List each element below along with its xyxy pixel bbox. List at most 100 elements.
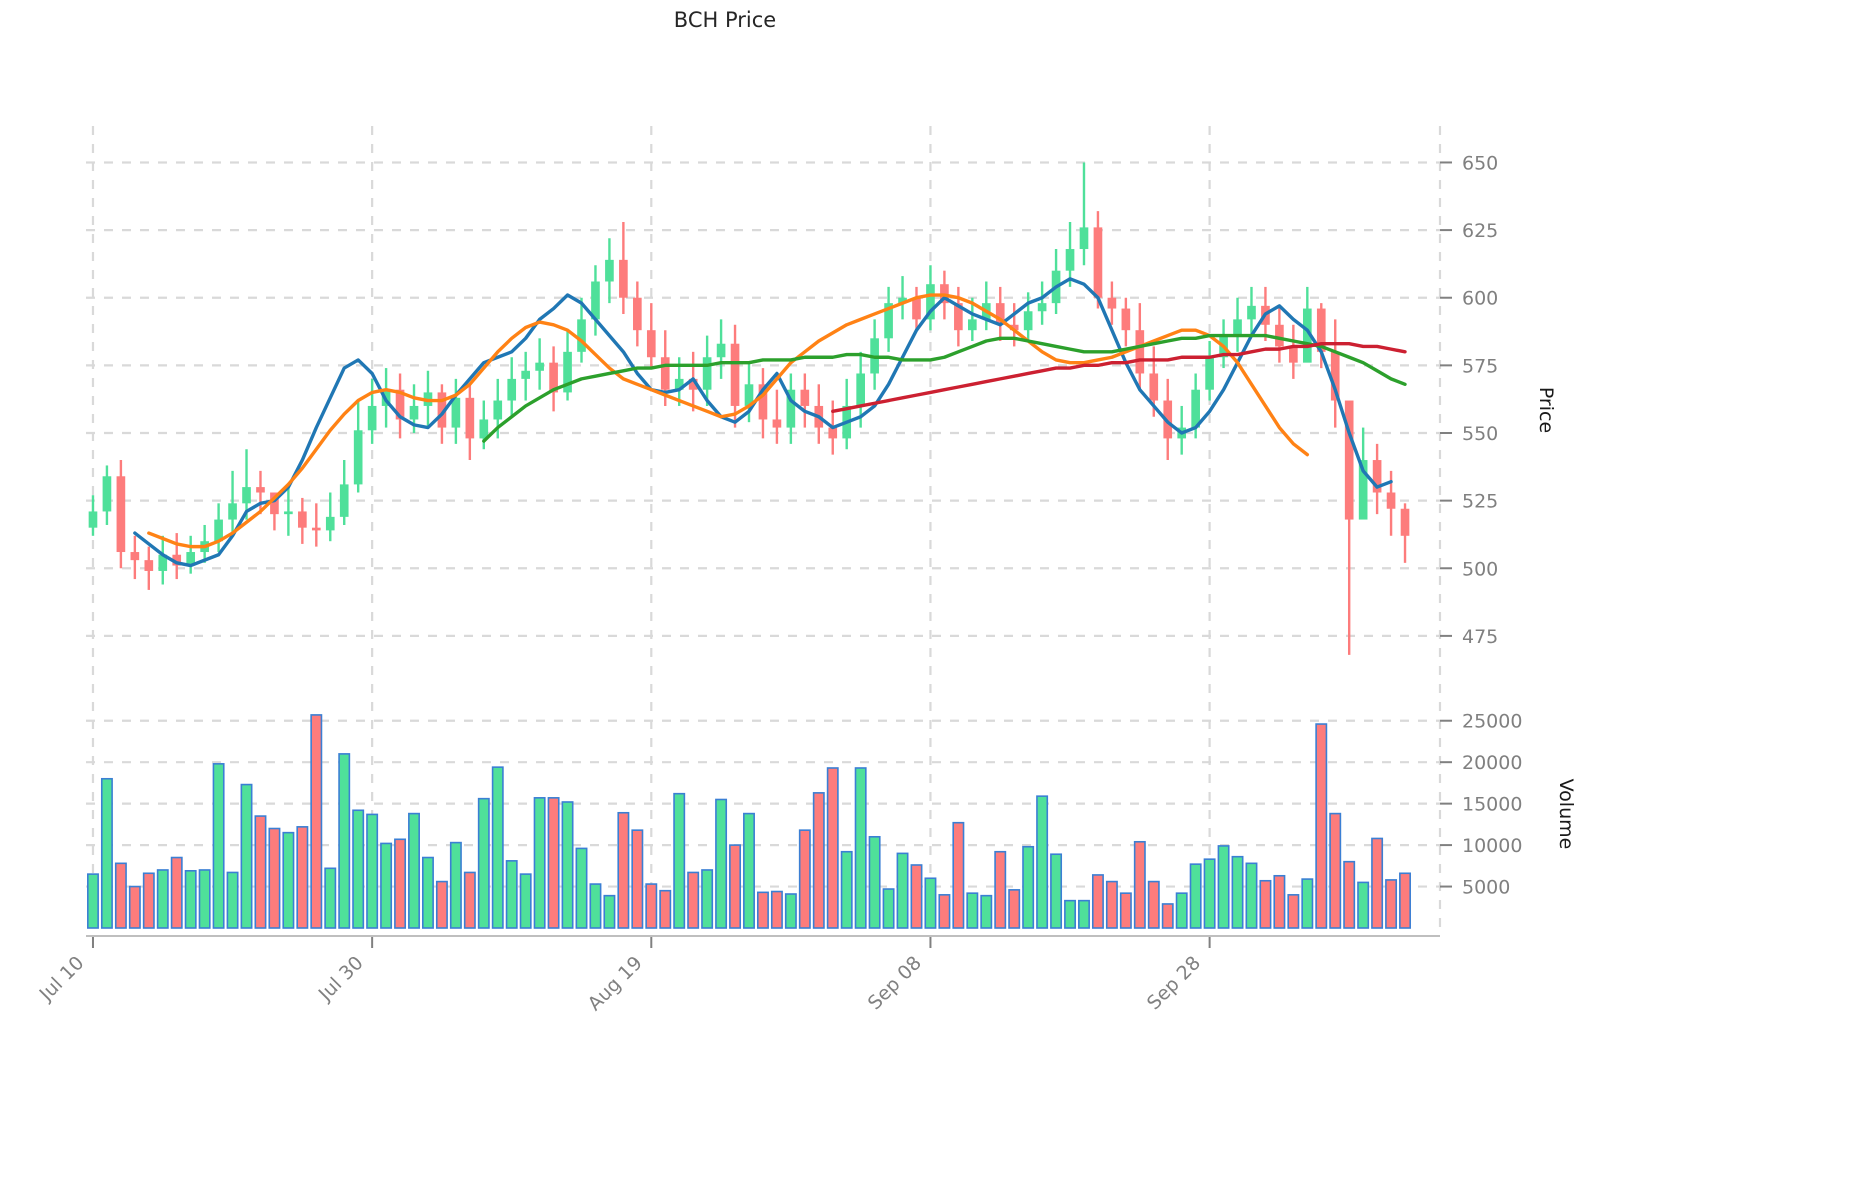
volume-bar <box>268 827 281 929</box>
volume-bar <box>1147 880 1160 929</box>
candle-body <box>1037 303 1047 312</box>
candle-body <box>1191 389 1200 428</box>
volume-bar <box>631 829 644 929</box>
candle-body <box>1135 330 1145 374</box>
candle-body <box>1247 305 1256 320</box>
price-tick-label: 600 <box>1462 288 1498 310</box>
volume-bar <box>1008 889 1021 929</box>
candle-body <box>786 389 796 428</box>
volume-bar <box>826 767 839 929</box>
volume-bar <box>1371 837 1384 929</box>
candle-body <box>1163 400 1173 439</box>
volume-bar <box>87 873 99 929</box>
candle-body <box>828 427 838 439</box>
volume-bar <box>687 871 700 929</box>
moving-average-lines <box>133 277 1407 568</box>
candle-body <box>144 560 154 571</box>
candle-body <box>995 303 1005 325</box>
candle-body <box>353 430 363 485</box>
candle-body <box>898 297 907 304</box>
candle-body <box>1205 357 1214 390</box>
volume-bar <box>240 783 253 929</box>
candle-body <box>1289 346 1298 363</box>
volume-bar <box>924 877 937 929</box>
candle-body <box>1065 249 1075 271</box>
volume-bar <box>114 862 127 929</box>
volume-bar <box>645 883 658 929</box>
candle-body <box>158 554 168 571</box>
volume-bar <box>338 753 351 929</box>
volume-bar <box>100 777 113 929</box>
volume-bar <box>1231 855 1244 929</box>
x-tick-label: Jul 10 <box>35 952 89 1006</box>
candle-body <box>1149 373 1159 401</box>
volume-bar <box>659 889 672 929</box>
volume-bar <box>756 891 769 929</box>
volume-bar <box>1050 853 1063 929</box>
volume-bar <box>603 894 616 929</box>
volume-bar <box>519 873 532 929</box>
candle-body <box>1400 508 1410 536</box>
candle-body <box>1233 319 1242 336</box>
price-tick-label: 575 <box>1462 355 1498 377</box>
price-tick-label: 525 <box>1462 491 1498 513</box>
x-axis: Jul 10 Jul 30 Aug 19 Sep 08 Sep 28 <box>35 936 1211 1015</box>
volume-bar <box>1078 899 1090 929</box>
volume-bar <box>1259 879 1272 929</box>
candle-body <box>744 384 754 406</box>
volume-bar <box>966 892 979 929</box>
candle-body <box>1316 308 1326 352</box>
candle-body <box>702 357 712 390</box>
candle-body <box>298 511 307 528</box>
volume-bar <box>282 831 295 929</box>
x-tick-label: Jul 30 <box>314 952 368 1006</box>
volume-bar <box>1091 874 1104 929</box>
x-gridlines <box>91 126 1442 936</box>
ma-line-MA(trend) <box>831 342 1407 414</box>
volume-bar <box>1217 845 1230 929</box>
candle-body <box>660 357 670 390</box>
x-tick-label: Aug 19 <box>584 952 647 1015</box>
volume-bar <box>408 812 420 929</box>
candle-body <box>633 297 642 331</box>
volume-bar <box>477 797 490 929</box>
candle-body <box>591 281 600 320</box>
candle-body <box>716 343 726 358</box>
candle-body <box>967 319 977 331</box>
candle-body <box>325 516 335 531</box>
candle-body <box>256 487 265 493</box>
volume-bar <box>380 842 393 929</box>
volume-bar <box>198 869 211 929</box>
candle-body <box>1009 324 1019 331</box>
candle-body <box>954 303 963 331</box>
volume-bar <box>212 763 225 929</box>
volume-bar <box>394 838 407 929</box>
candle-body <box>214 519 223 542</box>
volume-bar <box>729 844 742 929</box>
volume-bar <box>938 894 951 929</box>
candle-body <box>912 297 921 320</box>
candle-body <box>186 552 196 566</box>
volume-bar <box>226 871 239 929</box>
volume-bar <box>770 890 783 929</box>
ma-line-MA(slow) <box>147 293 1310 549</box>
candle-body <box>172 554 182 566</box>
candle-body <box>1079 227 1089 250</box>
volume-bar <box>1119 892 1132 929</box>
chart-title: BCH Price <box>673 8 777 32</box>
candle-body <box>1275 324 1284 347</box>
candle-body <box>228 503 237 520</box>
volume-bar <box>882 888 895 929</box>
candle-body <box>1372 460 1382 493</box>
candle-body <box>1093 227 1103 298</box>
volume-bar <box>1273 874 1286 929</box>
volume-bar <box>449 841 462 929</box>
volume-bar <box>547 797 560 929</box>
candle-body <box>1386 492 1396 509</box>
volume-bar <box>1189 863 1202 929</box>
volume-bar <box>1385 879 1398 929</box>
candle-body <box>730 343 740 406</box>
volume-bar <box>142 872 155 929</box>
volume-bar <box>980 894 993 929</box>
candle-body <box>339 484 349 517</box>
